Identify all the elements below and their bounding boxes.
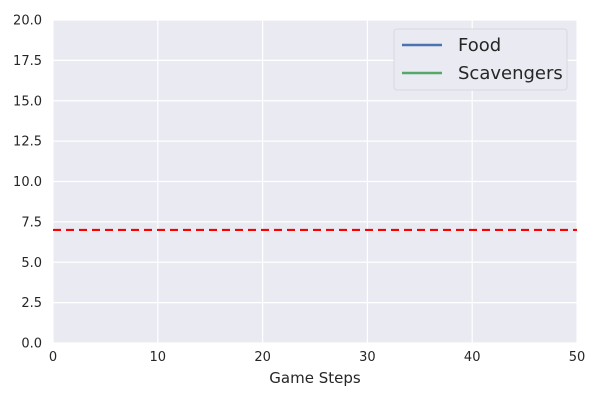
x-axis-label: Game Steps [269, 369, 361, 387]
y-tick-label: 0.0 [21, 337, 42, 352]
y-tick-label: 5.0 [21, 256, 42, 271]
x-tick-label: 0 [49, 350, 57, 365]
y-tick-label: 2.5 [21, 296, 42, 311]
y-tick-label: 7.5 [21, 215, 42, 230]
y-tick-label: 12.5 [13, 135, 42, 150]
legend: Food Scavengers [393, 28, 568, 91]
y-tick-label: 20.0 [13, 14, 42, 29]
x-tick-label: 10 [150, 350, 167, 365]
legend-label: Food [458, 35, 501, 56]
x-tick-label: 40 [464, 350, 481, 365]
x-axis-ticks: 0 10 20 30 40 50 [49, 350, 585, 365]
grid [52, 19, 578, 344]
x-tick-label: 50 [569, 350, 586, 365]
y-tick-label: 17.5 [13, 54, 42, 69]
y-axis-ticks: 0.0 2.5 5.0 7.5 10.0 12.5 15.0 17.5 20.0 [13, 14, 42, 352]
y-tick-label: 15.0 [13, 94, 42, 109]
legend-label: Scavengers [458, 63, 563, 84]
x-tick-label: 30 [359, 350, 376, 365]
x-tick-label: 20 [254, 350, 271, 365]
y-tick-label: 10.0 [13, 175, 42, 190]
